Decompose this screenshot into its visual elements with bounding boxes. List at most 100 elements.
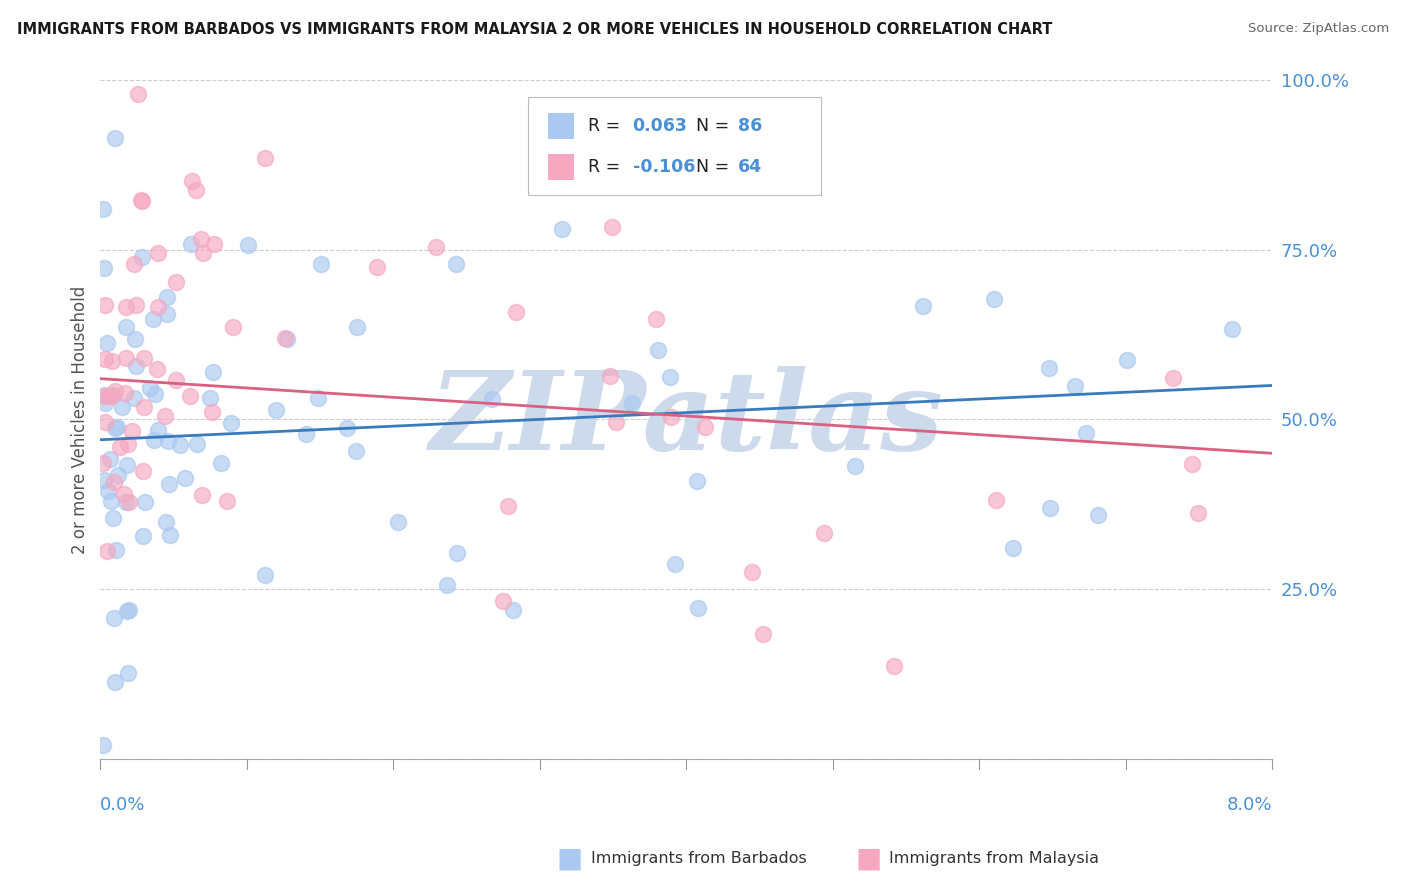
Point xyxy=(191,488,214,502)
Point xyxy=(93,473,115,487)
Point xyxy=(156,434,179,448)
Point xyxy=(1181,457,1204,471)
Point xyxy=(366,260,388,275)
Point xyxy=(115,300,138,314)
Point xyxy=(143,434,166,448)
Point xyxy=(664,558,686,572)
Point xyxy=(142,312,165,326)
Point xyxy=(129,193,152,207)
Point xyxy=(695,420,717,434)
Point xyxy=(91,202,114,216)
Point xyxy=(94,396,117,410)
Point xyxy=(613,141,636,155)
Point xyxy=(481,392,503,406)
Point xyxy=(273,331,295,345)
Point xyxy=(844,459,866,474)
Point xyxy=(307,391,329,405)
Point xyxy=(101,511,124,525)
Point xyxy=(496,499,519,513)
Text: Immigrants from Malaysia: Immigrants from Malaysia xyxy=(889,851,1098,865)
Point xyxy=(93,415,115,429)
Point xyxy=(146,362,169,376)
Point xyxy=(94,351,117,366)
Point xyxy=(1087,508,1109,522)
Text: 0.063: 0.063 xyxy=(633,117,688,136)
Point xyxy=(100,389,122,403)
Point xyxy=(184,183,207,197)
Text: -0.106: -0.106 xyxy=(633,158,695,176)
Point xyxy=(912,299,935,313)
Point xyxy=(309,257,332,271)
Text: Source: ZipAtlas.com: Source: ZipAtlas.com xyxy=(1249,22,1389,36)
Point xyxy=(94,298,117,312)
Point xyxy=(107,468,129,483)
Point xyxy=(222,319,245,334)
Point xyxy=(209,456,232,470)
Point xyxy=(97,483,120,498)
Point xyxy=(159,528,181,542)
Point xyxy=(156,307,179,321)
Point xyxy=(93,389,115,403)
Point xyxy=(104,674,127,689)
Point xyxy=(986,492,1008,507)
Point xyxy=(813,525,835,540)
Point xyxy=(344,444,367,458)
Point xyxy=(111,401,134,415)
Point xyxy=(117,665,139,680)
Point xyxy=(132,529,155,543)
Point xyxy=(1001,541,1024,555)
Point xyxy=(502,603,524,617)
Point xyxy=(115,458,138,473)
Point xyxy=(180,237,202,252)
Point xyxy=(336,420,359,434)
Point xyxy=(97,388,120,402)
Point xyxy=(446,546,468,560)
Point xyxy=(114,386,136,401)
Point xyxy=(148,245,170,260)
Point xyxy=(1161,371,1184,385)
Point xyxy=(110,440,132,454)
Point xyxy=(122,391,145,405)
Point xyxy=(165,275,187,289)
Point xyxy=(146,300,169,314)
Point xyxy=(118,603,141,617)
Point xyxy=(1220,322,1243,336)
Point xyxy=(186,437,208,451)
Point xyxy=(387,515,409,529)
Y-axis label: 2 or more Vehicles in Household: 2 or more Vehicles in Household xyxy=(72,285,89,554)
Point xyxy=(1064,379,1087,393)
Point xyxy=(1039,501,1062,516)
Text: 86: 86 xyxy=(738,117,762,136)
Point xyxy=(1187,506,1209,520)
Point xyxy=(96,335,118,350)
Point xyxy=(122,257,145,271)
Point xyxy=(219,416,242,430)
Point xyxy=(599,369,621,384)
Point xyxy=(983,292,1005,306)
Point xyxy=(883,658,905,673)
Point xyxy=(179,389,201,403)
Point xyxy=(104,131,127,145)
Point xyxy=(100,493,122,508)
Point xyxy=(276,332,298,346)
Point xyxy=(125,298,148,312)
Point xyxy=(685,475,707,489)
Point xyxy=(114,319,136,334)
Point xyxy=(1115,353,1137,368)
Point xyxy=(132,401,155,415)
Point xyxy=(190,232,212,246)
Point xyxy=(492,594,515,608)
Point xyxy=(93,388,115,402)
Point xyxy=(254,568,277,582)
Point xyxy=(446,256,468,270)
Point xyxy=(143,386,166,401)
Point xyxy=(1038,361,1060,376)
Point xyxy=(173,471,195,485)
Point xyxy=(752,627,775,641)
Text: R =: R = xyxy=(588,158,626,176)
Point xyxy=(602,220,624,235)
Point xyxy=(264,403,287,417)
Text: 8.0%: 8.0% xyxy=(1227,797,1272,814)
Text: Immigrants from Barbados: Immigrants from Barbados xyxy=(591,851,806,865)
Point xyxy=(112,486,135,500)
